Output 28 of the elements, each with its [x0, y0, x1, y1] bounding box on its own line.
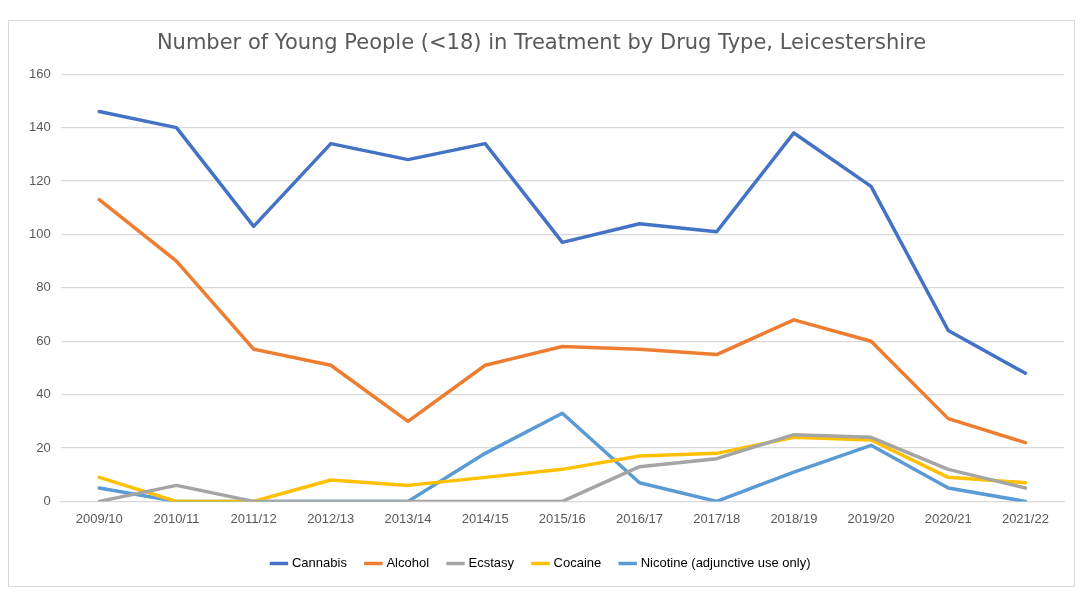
x-tick-label: 2020/21 — [924, 510, 972, 526]
y-tick-label: 0 — [43, 492, 51, 508]
legend-label: Cocaine — [553, 555, 602, 571]
y-tick-label: 60 — [36, 332, 51, 348]
x-tick-label: 2015/16 — [538, 510, 586, 526]
legend-label: Ecstasy — [468, 555, 515, 571]
x-tick-label: 2014/15 — [461, 510, 509, 526]
x-tick-label: 2009/10 — [75, 510, 123, 526]
x-tick-label: 2011/12 — [230, 510, 277, 526]
x-tick-label: 2017/18 — [693, 510, 741, 526]
legend-label: Cannabis — [291, 555, 348, 571]
x-tick-label: 2016/17 — [616, 510, 664, 526]
x-tick-label: 2010/11 — [153, 510, 200, 526]
chart-title: Number of Young People (<18) in Treatment by Drug Type, Leicestershire — [156, 30, 927, 55]
y-tick-label: 120 — [28, 172, 51, 188]
y-tick-label: 100 — [28, 225, 51, 241]
legend-label: Alcohol — [386, 555, 430, 571]
legend-label: Nicotine (adjunctive use only) — [640, 555, 811, 571]
y-tick-label: 20 — [36, 439, 51, 455]
x-tick-label: 2018/19 — [770, 510, 818, 526]
y-tick-label: 80 — [36, 279, 51, 295]
y-tick-label: 40 — [36, 386, 51, 402]
x-tick-label: 2019/20 — [847, 510, 895, 526]
y-tick-label: 140 — [28, 119, 51, 135]
x-tick-label: 2021/22 — [1001, 510, 1049, 526]
x-tick-label: 2012/13 — [307, 510, 355, 526]
y-tick-label: 160 — [28, 65, 51, 81]
x-tick-label: 2013/14 — [384, 510, 432, 526]
